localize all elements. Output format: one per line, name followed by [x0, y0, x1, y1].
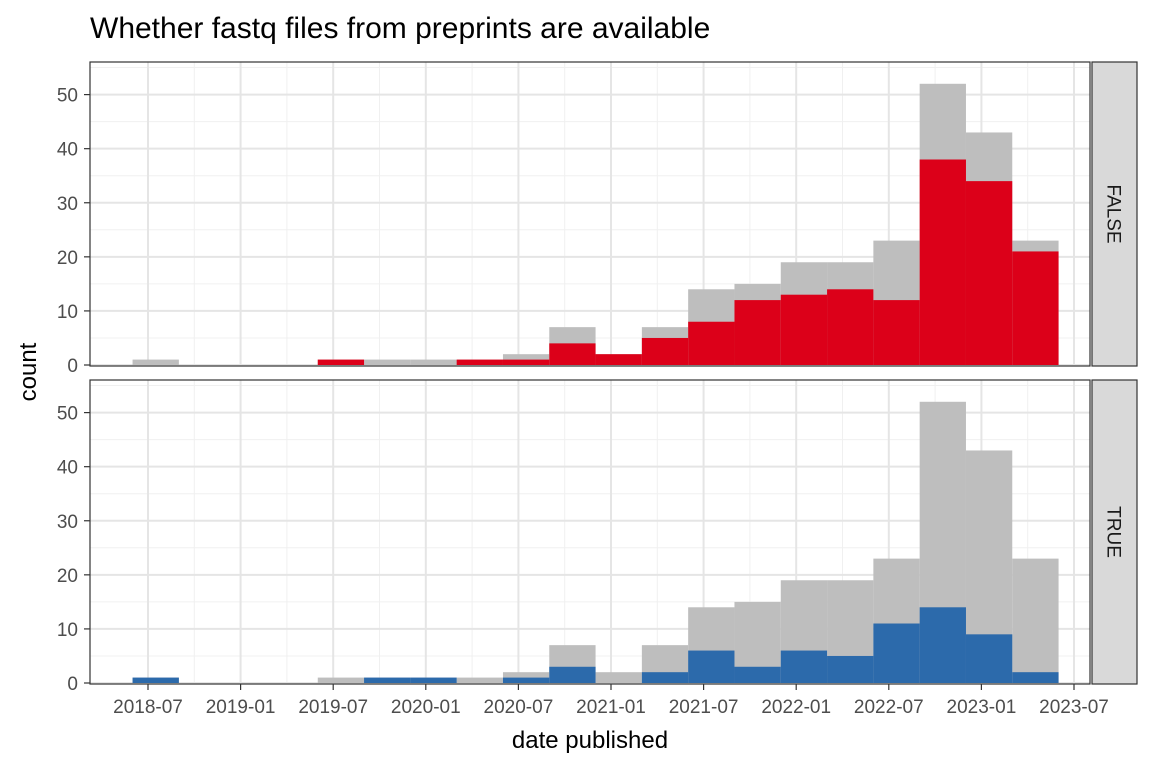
bar-true — [502, 677, 550, 683]
bar-true — [873, 623, 920, 683]
panels-layer: 0 10 20 30 40 50 FALSE 0 10 20 30 40 50 TRUE — [57, 61, 1138, 695]
y-tick-label: 20 — [57, 566, 78, 587]
bar-false — [641, 337, 689, 365]
total-bar — [364, 359, 411, 365]
y-tick-label: 50 — [57, 86, 78, 107]
x-tick-label: 2020-07 — [484, 697, 554, 718]
total-bar — [410, 359, 457, 365]
bar-false — [317, 359, 365, 365]
x-tick-label: 2022-07 — [854, 697, 924, 718]
bar-true — [919, 607, 966, 683]
bar-true — [641, 672, 689, 683]
bar-true — [780, 650, 828, 683]
facet-strip-label: FALSE — [1103, 184, 1124, 243]
x-tick-label: 2021-07 — [669, 697, 739, 718]
facet-strip — [1091, 379, 1138, 685]
x-tick-label: 2019-07 — [298, 697, 368, 718]
bar-false — [965, 181, 1013, 365]
bar-false — [827, 289, 874, 365]
bar-false — [734, 300, 781, 365]
bar-false — [688, 321, 735, 365]
bar-false — [780, 294, 828, 365]
bar-true — [688, 650, 735, 683]
bar-true — [1012, 672, 1059, 683]
x-tick-label: 2020-01 — [391, 697, 461, 718]
total-bar — [595, 672, 642, 683]
y-tick-label: 30 — [57, 512, 78, 533]
x-tick-label: 2021-01 — [576, 697, 646, 718]
bar-true — [734, 666, 781, 683]
bar-false — [919, 159, 966, 365]
panel-true: 0 10 20 30 40 50 TRUE — [57, 379, 1138, 695]
total-bar — [1012, 558, 1059, 683]
panel-border — [89, 61, 1091, 367]
y-tick-label: 20 — [57, 248, 78, 269]
total-bar — [456, 677, 503, 683]
x-axis-label: date published — [512, 727, 668, 754]
x-tick-label: 2019-01 — [206, 697, 276, 718]
y-tick-label: 30 — [57, 194, 78, 215]
panel-border — [89, 379, 1091, 685]
y-tick-label: 0 — [67, 674, 78, 695]
bar-false — [549, 343, 596, 365]
bar-true — [132, 677, 179, 683]
bar-true — [410, 677, 457, 683]
bar-true — [364, 677, 411, 683]
y-tick-label: 40 — [57, 458, 78, 479]
panel-false: 0 10 20 30 40 50 FALSE — [57, 61, 1138, 377]
x-tick-label: 2023-07 — [1039, 697, 1109, 718]
bar-true — [827, 655, 874, 683]
y-tick-label: 10 — [57, 302, 78, 323]
chart-title: Whether fastq files from preprints are a… — [90, 12, 710, 45]
y-tick-label: 0 — [67, 356, 78, 377]
x-tick-label: 2023-01 — [947, 697, 1017, 718]
bar-true — [549, 666, 596, 683]
bar-false — [1012, 251, 1059, 365]
facet-strip-label: TRUE — [1103, 506, 1124, 558]
bar-false — [595, 354, 642, 365]
total-bar — [317, 677, 365, 683]
bar-false — [456, 359, 503, 365]
y-tick-label: 50 — [57, 404, 78, 425]
y-axis-label: count — [15, 342, 42, 401]
total-bar — [132, 359, 179, 365]
facet-strip — [1091, 61, 1138, 367]
bar-false — [502, 359, 550, 365]
x-axis: 2018-07 2019-01 2019-07 2020-01 2020-07 2021-… — [113, 684, 1109, 718]
y-tick-label: 10 — [57, 620, 78, 641]
x-tick-label: 2018-07 — [113, 697, 183, 718]
bar-false — [873, 300, 920, 365]
y-tick-label: 40 — [57, 140, 78, 161]
x-tick-label: 2022-01 — [761, 697, 831, 718]
bar-true — [965, 634, 1013, 683]
